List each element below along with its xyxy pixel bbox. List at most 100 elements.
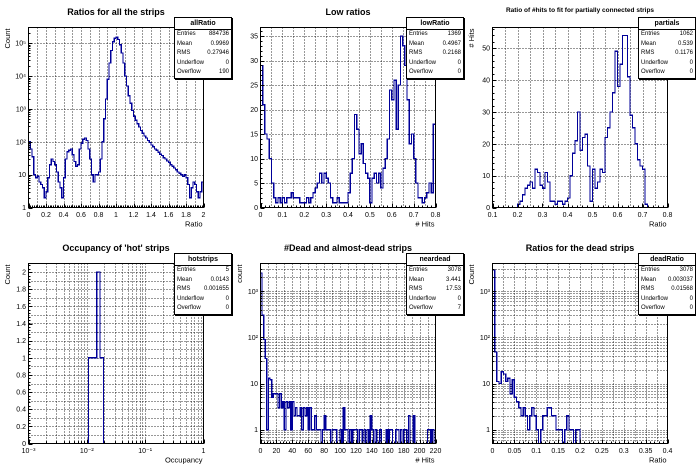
svg-text:20: 20: [482, 141, 490, 148]
svg-text:0.3: 0.3: [321, 212, 331, 219]
svg-text:1.2: 1.2: [129, 212, 139, 219]
stats-label: RMS: [641, 286, 655, 293]
svg-text:0.2: 0.2: [299, 212, 309, 219]
svg-text:1: 1: [114, 212, 118, 219]
svg-text:0.2: 0.2: [513, 212, 523, 219]
plot-title: Ratios for all the strips: [67, 7, 165, 17]
svg-text:10²: 10²: [480, 335, 491, 342]
stats-box: deadRatio Entries 3078 Mean 0.003037 RMS 0.…: [638, 253, 696, 315]
svg-text:10²: 10²: [16, 139, 27, 146]
svg-text:10: 10: [482, 173, 490, 180]
svg-text:180: 180: [398, 448, 410, 455]
plot-title: #Dead and almost-dead strips: [283, 243, 413, 253]
pad-partials: 0.1 0.2 0.3 0.4 0.5 0.6 0.7 0.8 0 10 20 30 40 50 Ratio…: [464, 0, 696, 236]
svg-text:0.6: 0.6: [387, 212, 397, 219]
stats-label: Entries: [409, 267, 428, 273]
stats-label: Overflow: [641, 69, 665, 76]
stats-box: partials Entries 1062 Mean 0.539 RMS 0.1176…: [638, 17, 696, 79]
stats-label: Mean: [177, 276, 193, 283]
svg-text:1: 1: [202, 448, 206, 455]
svg-text:0.8: 0.8: [431, 212, 441, 219]
stats-value: 884736: [208, 31, 229, 37]
stats-row: Mean 0.0143: [175, 276, 231, 286]
svg-text:10³: 10³: [480, 289, 491, 296]
svg-text:10⁵: 10⁵: [15, 41, 26, 48]
svg-text:120: 120: [350, 448, 362, 455]
stats-value: 0: [457, 59, 461, 66]
stats-row: Mean 0.9969: [175, 40, 231, 50]
svg-text:160: 160: [382, 448, 394, 455]
svg-text:count: count: [235, 264, 244, 283]
stats-row: RMS 0.01568: [639, 285, 695, 295]
stats-label: Overflow: [409, 305, 433, 312]
svg-text:0.15: 0.15: [551, 448, 565, 455]
stats-value: 0: [225, 305, 229, 312]
svg-text:0.25: 0.25: [595, 448, 609, 455]
svg-text:200: 200: [414, 448, 426, 455]
stats-row: Overflow 190: [175, 68, 231, 78]
stats-row: RMS 0.27946: [175, 49, 231, 59]
svg-text:50: 50: [482, 46, 490, 53]
svg-text:10⁴: 10⁴: [15, 74, 26, 81]
stats-row: Underflow 0: [639, 59, 695, 69]
stats-row: Overflow 0: [407, 68, 463, 78]
neardead-plot-area: 0 20 40 60 80 100 120 140 160 180 200 220 1 10 10² 10³ #…: [235, 263, 441, 465]
stats-label: Overflow: [177, 69, 201, 76]
plot-title: Ratio of #hits to fit for partially conn…: [505, 7, 655, 14]
svg-text:30: 30: [482, 109, 490, 116]
stats-value: 0: [689, 305, 693, 312]
svg-text:40: 40: [482, 78, 490, 85]
stats-value: 0.01568: [671, 286, 693, 293]
stats-row: Underflow 0: [175, 295, 231, 305]
svg-text:0.2: 0.2: [575, 448, 585, 455]
stats-label: RMS: [641, 50, 655, 57]
stats-row: RMS 0.001655: [175, 285, 231, 295]
svg-text:10⁻¹: 10⁻¹: [138, 448, 152, 455]
svg-text:0.1: 0.1: [531, 448, 541, 455]
svg-text:0.8: 0.8: [94, 212, 104, 219]
svg-text:2: 2: [202, 212, 206, 219]
svg-text:# Hits: # Hits: [415, 456, 434, 465]
stats-label: RMS: [409, 286, 423, 293]
svg-text:0.05: 0.05: [508, 448, 522, 455]
svg-text:1: 1: [486, 427, 490, 434]
stats-label: Mean: [409, 276, 425, 283]
stats-row: Entries 1062: [639, 30, 695, 40]
pad-deadratio: 0 0.05 0.1 0.15 0.2 0.25 0.3 0.35 0.4 1 10 10² 10³ Ra…: [464, 236, 696, 472]
svg-text:0.7: 0.7: [638, 212, 648, 219]
svg-text:10²: 10²: [248, 335, 259, 342]
stats-box-title: hotstrips: [175, 254, 231, 266]
stats-value: 0.4967: [442, 40, 461, 47]
stats-row: Underflow 0: [175, 59, 231, 69]
stats-row: Mean 0.4967: [407, 40, 463, 50]
stats-label: Underflow: [177, 295, 205, 302]
stats-value: 0: [689, 69, 693, 76]
svg-text:10: 10: [18, 172, 26, 179]
svg-text:1.4: 1.4: [146, 212, 156, 219]
plot-title: Low ratios: [325, 7, 371, 17]
stats-row: Underflow 0: [639, 295, 695, 305]
pad-neardead: 0 20 40 60 80 100 120 140 160 180 200 220 1 10 10² 10³ #…: [232, 236, 464, 472]
svg-text:# Hits: # Hits: [415, 220, 434, 229]
svg-text:0: 0: [491, 448, 495, 455]
svg-text:0.4: 0.4: [59, 212, 69, 219]
pad-lowratio: 0 0.1 0.2 0.3 0.4 0.5 0.6 0.7 0.8 0 5 10 15 20 25 30 35 #…: [232, 0, 464, 236]
svg-text:Count: Count: [467, 264, 476, 285]
stats-label: Underflow: [409, 295, 437, 302]
svg-text:1.4: 1.4: [16, 321, 26, 328]
svg-text:0.1: 0.1: [278, 212, 288, 219]
svg-text:20: 20: [273, 448, 281, 455]
stats-row: Mean 3.441: [407, 276, 463, 286]
svg-text:0: 0: [27, 212, 31, 219]
stats-value: 0.9969: [210, 40, 229, 47]
svg-text:0.4: 0.4: [16, 407, 26, 414]
svg-text:0: 0: [22, 441, 26, 448]
svg-text:0.4: 0.4: [663, 448, 673, 455]
svg-text:10: 10: [250, 156, 258, 163]
svg-text:15: 15: [250, 132, 258, 139]
svg-text:1.8: 1.8: [181, 212, 191, 219]
stats-value: 0.1176: [675, 50, 693, 57]
stats-value: 3078: [679, 267, 693, 273]
svg-text:100: 100: [334, 448, 346, 455]
stats-value: 0: [225, 295, 229, 302]
